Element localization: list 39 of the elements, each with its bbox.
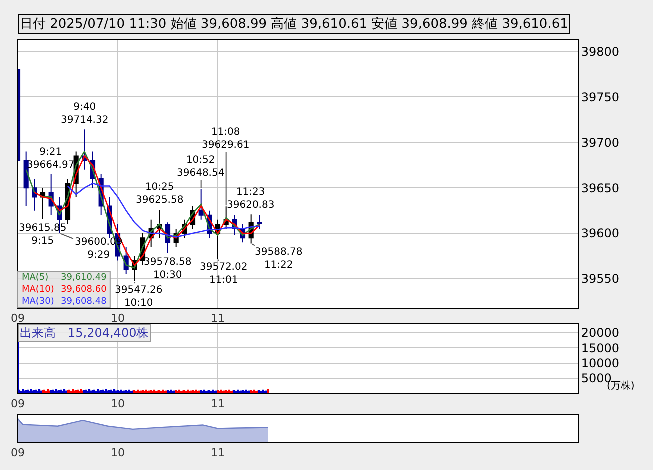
annotation: 39547.26 10:10 bbox=[115, 285, 163, 309]
y-tick-label: 39800 bbox=[581, 45, 620, 60]
y-tick-label: 39550 bbox=[581, 272, 620, 286]
text: MA(5) bbox=[22, 273, 49, 283]
annotation: 39,610.49 bbox=[61, 273, 108, 283]
annotation: 11:08 39629.61 bbox=[202, 127, 250, 151]
x-tick-label: 10 bbox=[111, 312, 125, 326]
chart-title: 日付 2025/07/10 11:30 始値 39,608.99 高値 39,610.61 安値 39,608.99 終値 39,610.61 bbox=[20, 16, 568, 32]
annotation: 11:23 39620.83 bbox=[227, 187, 275, 211]
annotation: 39578.58 10:30 bbox=[144, 257, 192, 281]
y-tick-label: 39700 bbox=[581, 136, 620, 150]
x-tick-label: 11 bbox=[211, 398, 225, 411]
x-tick-label: 10 bbox=[111, 398, 125, 411]
annotation: 39588.78 11:22 bbox=[255, 247, 303, 271]
x-tick-label: 11 bbox=[211, 312, 225, 326]
annotation: 39572.02 11:01 bbox=[200, 262, 248, 286]
annotation: 10:52 39648.54 bbox=[177, 155, 225, 179]
candlestick bbox=[24, 151, 29, 207]
annotation: 10:25 39625.58 bbox=[136, 182, 184, 206]
annotation: 39,608.48 bbox=[61, 297, 108, 307]
annotation: 9:40 39714.32 bbox=[61, 102, 109, 126]
y-tick-label: 39750 bbox=[581, 90, 620, 104]
candlestick bbox=[257, 214, 262, 230]
annotation: 出来高 15,204,400株 bbox=[20, 326, 149, 340]
candlestick bbox=[40, 188, 46, 220]
y-tick-label: 15000 bbox=[581, 341, 620, 356]
y-axis-title: (万株) bbox=[607, 380, 635, 392]
y-tick-label: 10000 bbox=[581, 356, 620, 370]
x-tick-label: 10 bbox=[111, 446, 125, 460]
text: MA(10) bbox=[22, 285, 54, 295]
x-tick-label: 09 bbox=[11, 446, 25, 460]
x-tick-label: 11 bbox=[211, 446, 225, 460]
x-tick-label: 09 bbox=[11, 312, 25, 326]
annotation: 39,608.60 bbox=[61, 285, 108, 295]
text: MA(30) bbox=[22, 297, 54, 307]
x-tick-label: 09 bbox=[11, 398, 25, 411]
y-tick-label: 39650 bbox=[581, 181, 620, 196]
y-tick-label: 39600 bbox=[581, 226, 620, 241]
y-tick-label: 20000 bbox=[581, 326, 620, 340]
